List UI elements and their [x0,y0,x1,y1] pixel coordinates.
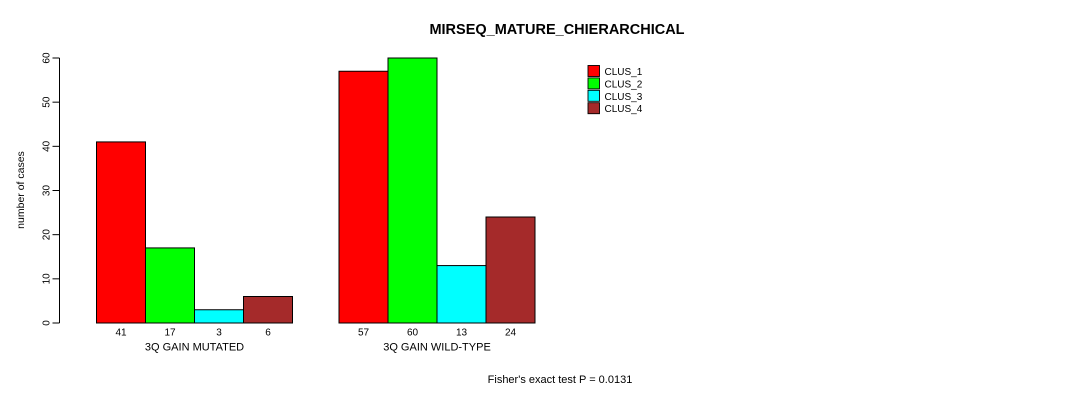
bar-clus_4-group2 [485,216,536,324]
bar-clus_3-group1 [194,309,244,324]
bar-value-label: 41 [115,328,127,339]
bar-value-label: 13 [456,328,468,339]
bar-value-label: 60 [407,328,419,339]
bar-value-label: 57 [358,328,370,339]
legend-swatch-clus_2 [587,77,600,90]
bar-clus_4-group1 [243,296,293,324]
y-axis: 0 10 20 30 40 50 60 [42,52,60,326]
legend-label: CLUS_2 [605,79,643,90]
y-axis-label: number of cases [15,151,27,229]
y-axis-tick-label: 40 [42,140,53,152]
legend-label: CLUS_1 [605,67,643,78]
legend-swatch-clus_1 [587,65,600,77]
legend-swatch-clus_3 [587,89,600,102]
category-label: 3Q GAIN MUTATED [145,342,244,354]
y-axis-tick-label: 50 [42,96,53,108]
bar-clus_1-group1 [96,141,146,324]
legend-swatch-clus_4 [587,102,600,115]
category-label: 3Q GAIN WILD-TYPE [383,342,491,354]
y-axis-tick-label: 30 [42,185,53,197]
chart-title: MIRSEQ_MATURE_CHIERARCHICAL [429,22,684,38]
bar-value-label: 17 [164,328,176,339]
bar-clus_3-group2 [436,265,487,324]
bar-value-label: 6 [265,328,271,339]
bar-clus_2-group2 [387,57,438,324]
bar-clus_2-group1 [145,247,195,324]
bar-clus_1-group2 [338,70,389,324]
y-axis-tick-label: 60 [42,52,53,64]
bar-value-label: 3 [216,328,222,339]
legend-label: CLUS_4 [605,104,643,115]
bar-value-label: 24 [505,328,517,339]
bars: 41 17 3 6 3Q GAIN MUTATED 57 60 13 24 3Q GAIN WIL… [96,57,536,354]
y-axis-tick-label: 10 [42,273,53,285]
annotation-text: Fisher's exact test P = 0.0131 [488,374,633,386]
y-axis-tick-label: 20 [42,229,53,241]
legend-label: CLUS_3 [605,92,643,103]
y-axis-tick-label: 0 [42,320,53,326]
